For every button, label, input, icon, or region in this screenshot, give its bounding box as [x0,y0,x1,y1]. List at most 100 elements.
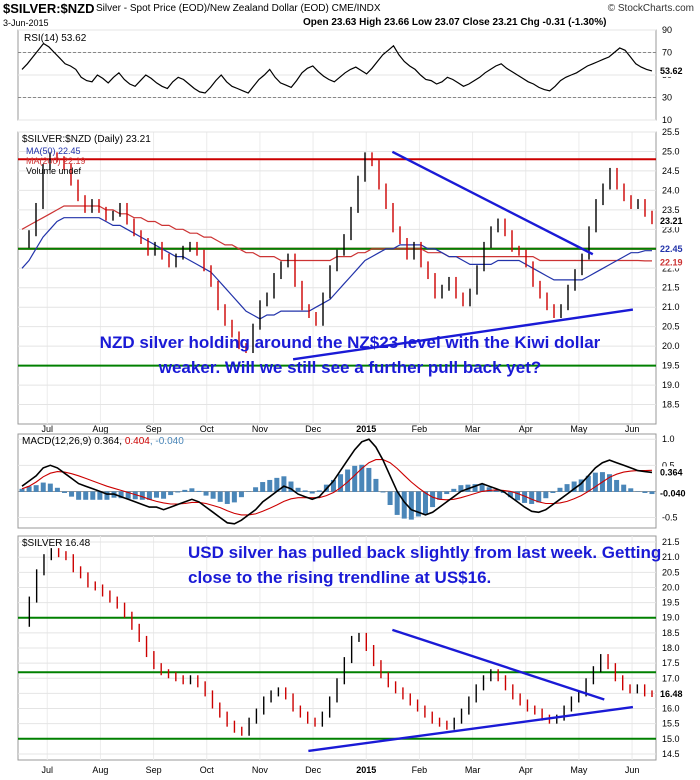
nzd-x-label: Jul [41,424,53,434]
macd-histogram-bar [83,491,89,500]
macd-histogram-bar [146,491,152,500]
nzd-x-label: Mar [465,424,481,434]
nzd-price-tag: 23.21 [660,216,683,226]
copyright: © StockCharts.com [607,3,694,14]
nzd-tick-label: 18.5 [662,400,680,410]
chart-symbol: $SILVER:$NZD [3,1,95,16]
macd-histogram-bar [536,491,542,503]
macd-histogram-bar [76,491,82,500]
macd-histogram-bar [302,490,308,492]
usd-tick-label: 18.0 [662,643,680,653]
macd-line [21,438,653,525]
macd-histogram-bar [54,487,60,492]
macd-histogram-bar [522,491,528,503]
macd-histogram-bar [104,491,110,500]
macd-histogram-bar [40,482,46,492]
macd-histogram-bar [387,491,393,505]
macd-histogram-bar [649,491,655,495]
macd-histogram-bar [543,491,549,499]
macd-value-tag: 0.364 [660,467,683,477]
macd-histogram-bar [26,486,32,492]
usd-x-label: Dec [305,765,322,775]
macd-histogram-bar [515,491,521,501]
macd-histogram-bar [210,491,216,499]
nzd-x-label: Sep [146,424,162,434]
macd-label: MACD(12,26,9) 0.364, 0.404, -0.040 [22,436,184,447]
usd-tick-label: 17.0 [662,673,680,683]
usd-tick-label: 19.0 [662,613,680,623]
macd-histogram-bar [182,489,188,492]
macd-histogram-bar [217,491,223,502]
rsi-tick-label: 90 [662,25,672,35]
macd-tick-label: 0.5 [662,460,675,470]
annotation-nzd: NZD silver holding around the NZ$23 leve… [99,333,601,377]
usd-tick-label: 14.5 [662,749,680,759]
nzd-x-label: Feb [412,424,428,434]
macd-histogram-bar [288,481,294,492]
nzd-tick-label: 21.5 [662,283,680,293]
macd-histogram-bar [642,491,648,493]
macd-histogram-bar [274,477,280,492]
macd-histogram-bar [189,488,195,492]
nzd-x-label: Jun [625,424,640,434]
macd-histogram-bar [118,491,124,499]
usd-tick-label: 15.0 [662,734,680,744]
macd-histogram-bar [408,491,414,520]
rsi-label: RSI(14) 53.62 [24,33,87,44]
rsi-line [21,42,653,94]
macd-histogram-bar [614,479,620,492]
nzd-price-tag-bg [657,215,697,228]
usd-x-label: Apr [519,765,533,775]
nzd-tick-label: 25.0 [662,146,680,156]
macd-histogram-bar [330,479,336,492]
usd-tick-label: 20.0 [662,582,680,592]
nzd-tick-label: 25.5 [662,127,680,137]
macd-histogram-bar [260,482,266,492]
macd-histogram-bar [401,491,407,519]
nzd-x-label: Aug [92,424,108,434]
macd-histogram-bar [451,488,457,492]
nzd-x-label: Dec [305,424,322,434]
macd-histogram-bar [472,484,478,492]
macd-histogram-bar [267,479,273,492]
macd-histogram-bar [19,488,25,492]
macd-histogram-bar [564,484,570,492]
macd-histogram-bar [486,487,492,492]
usd-tick-label: 21.0 [662,552,680,562]
usd-trendline [308,705,634,753]
macd-histogram-bar [607,474,613,492]
usd-tick-label: 18.5 [662,628,680,638]
macd-histogram-bar [90,491,96,500]
nzd-frame [17,131,657,425]
macd-histogram-bar [628,488,634,492]
macd-panel: 1.0 0.5 -0.5 MACD(12,26,9) 0.364, 0.404, -0… [17,433,697,529]
usd-trendline [391,628,605,701]
macd-histogram-bar [585,475,591,492]
macd-histogram-bar [231,491,237,503]
nzd-trendline [391,150,594,256]
macd-tick-label: 1.0 [662,434,675,444]
nzd-tick-label: 24.0 [662,185,680,195]
macd-histogram-bar [132,491,138,500]
nzd-legend-volume: Volume undef [26,166,82,176]
macd-histogram-bar [246,491,252,492]
macd-histogram-bar [253,487,259,492]
usd-tick-label: 16.0 [662,704,680,714]
nzd-ma50-tag: 22.45 [660,244,683,254]
macd-histogram-bar [458,485,464,492]
macd-histogram-bar [338,474,344,492]
nzd-x-label: Oct [200,424,215,434]
macd-histogram-bar [550,491,556,493]
macd-histogram-bar [493,490,499,492]
macd-histogram-bar [635,491,641,492]
macd-histogram-bar [175,491,181,493]
macd-histogram-bar [380,491,386,493]
macd-frame [17,433,657,529]
macd-histogram-bar [394,491,400,515]
nzd-ma50-tag-bg [657,242,697,255]
nzd-trendline [292,308,634,361]
macd-histogram-bar [316,490,322,492]
usd-x-label: Aug [92,765,108,775]
